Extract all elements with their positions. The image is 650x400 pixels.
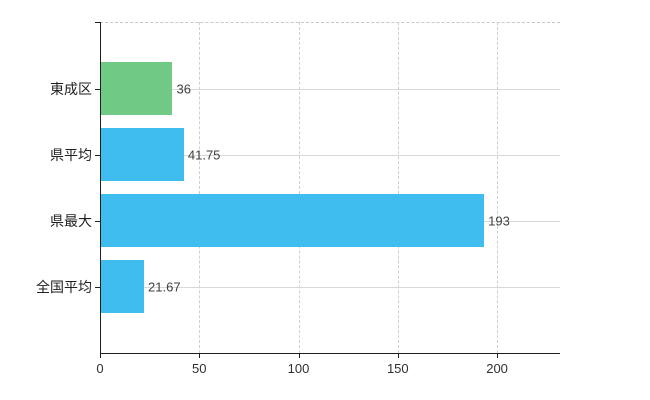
category-label: 全国平均 <box>36 278 92 295</box>
vertical-gridline <box>397 22 399 353</box>
x-tick-mark <box>199 353 201 358</box>
x-axis-line <box>100 353 560 354</box>
y-tick-mark <box>95 286 100 288</box>
x-tick-mark <box>397 353 399 358</box>
bar-value-label: 193 <box>488 213 510 228</box>
horizontal-gridline <box>100 88 560 90</box>
x-tick-label: 100 <box>287 361 310 376</box>
x-tick-mark <box>497 353 499 358</box>
y-axis-line <box>100 22 101 354</box>
x-tick-label: 50 <box>192 361 207 376</box>
vertical-gridline <box>199 22 201 353</box>
plot-top-border <box>100 22 560 23</box>
bar-value-label: 21.67 <box>148 279 181 294</box>
vertical-gridline <box>298 22 300 353</box>
bar <box>101 194 485 247</box>
y-tick-mark <box>95 220 100 222</box>
x-tick-label: 150 <box>386 361 409 376</box>
bar <box>101 62 173 115</box>
bar-value-label: 36 <box>176 81 191 96</box>
x-tick-mark <box>100 353 101 358</box>
vertical-gridline <box>497 22 499 353</box>
x-tick-mark <box>298 353 300 358</box>
x-tick-label: 0 <box>96 361 104 376</box>
horizontal-gridline <box>100 154 560 156</box>
category-label: 東成区 <box>50 80 92 97</box>
y-axis-top-tick <box>95 22 100 23</box>
bar <box>101 128 184 181</box>
y-tick-mark <box>95 88 100 90</box>
x-tick-label: 200 <box>486 361 508 376</box>
category-label: 県平均 <box>50 146 92 163</box>
bar-value-label: 41.75 <box>187 147 221 162</box>
category-label: 県最大 <box>50 212 92 229</box>
y-tick-mark <box>95 154 100 156</box>
horizontal-gridline <box>100 286 560 288</box>
bar <box>101 260 145 313</box>
